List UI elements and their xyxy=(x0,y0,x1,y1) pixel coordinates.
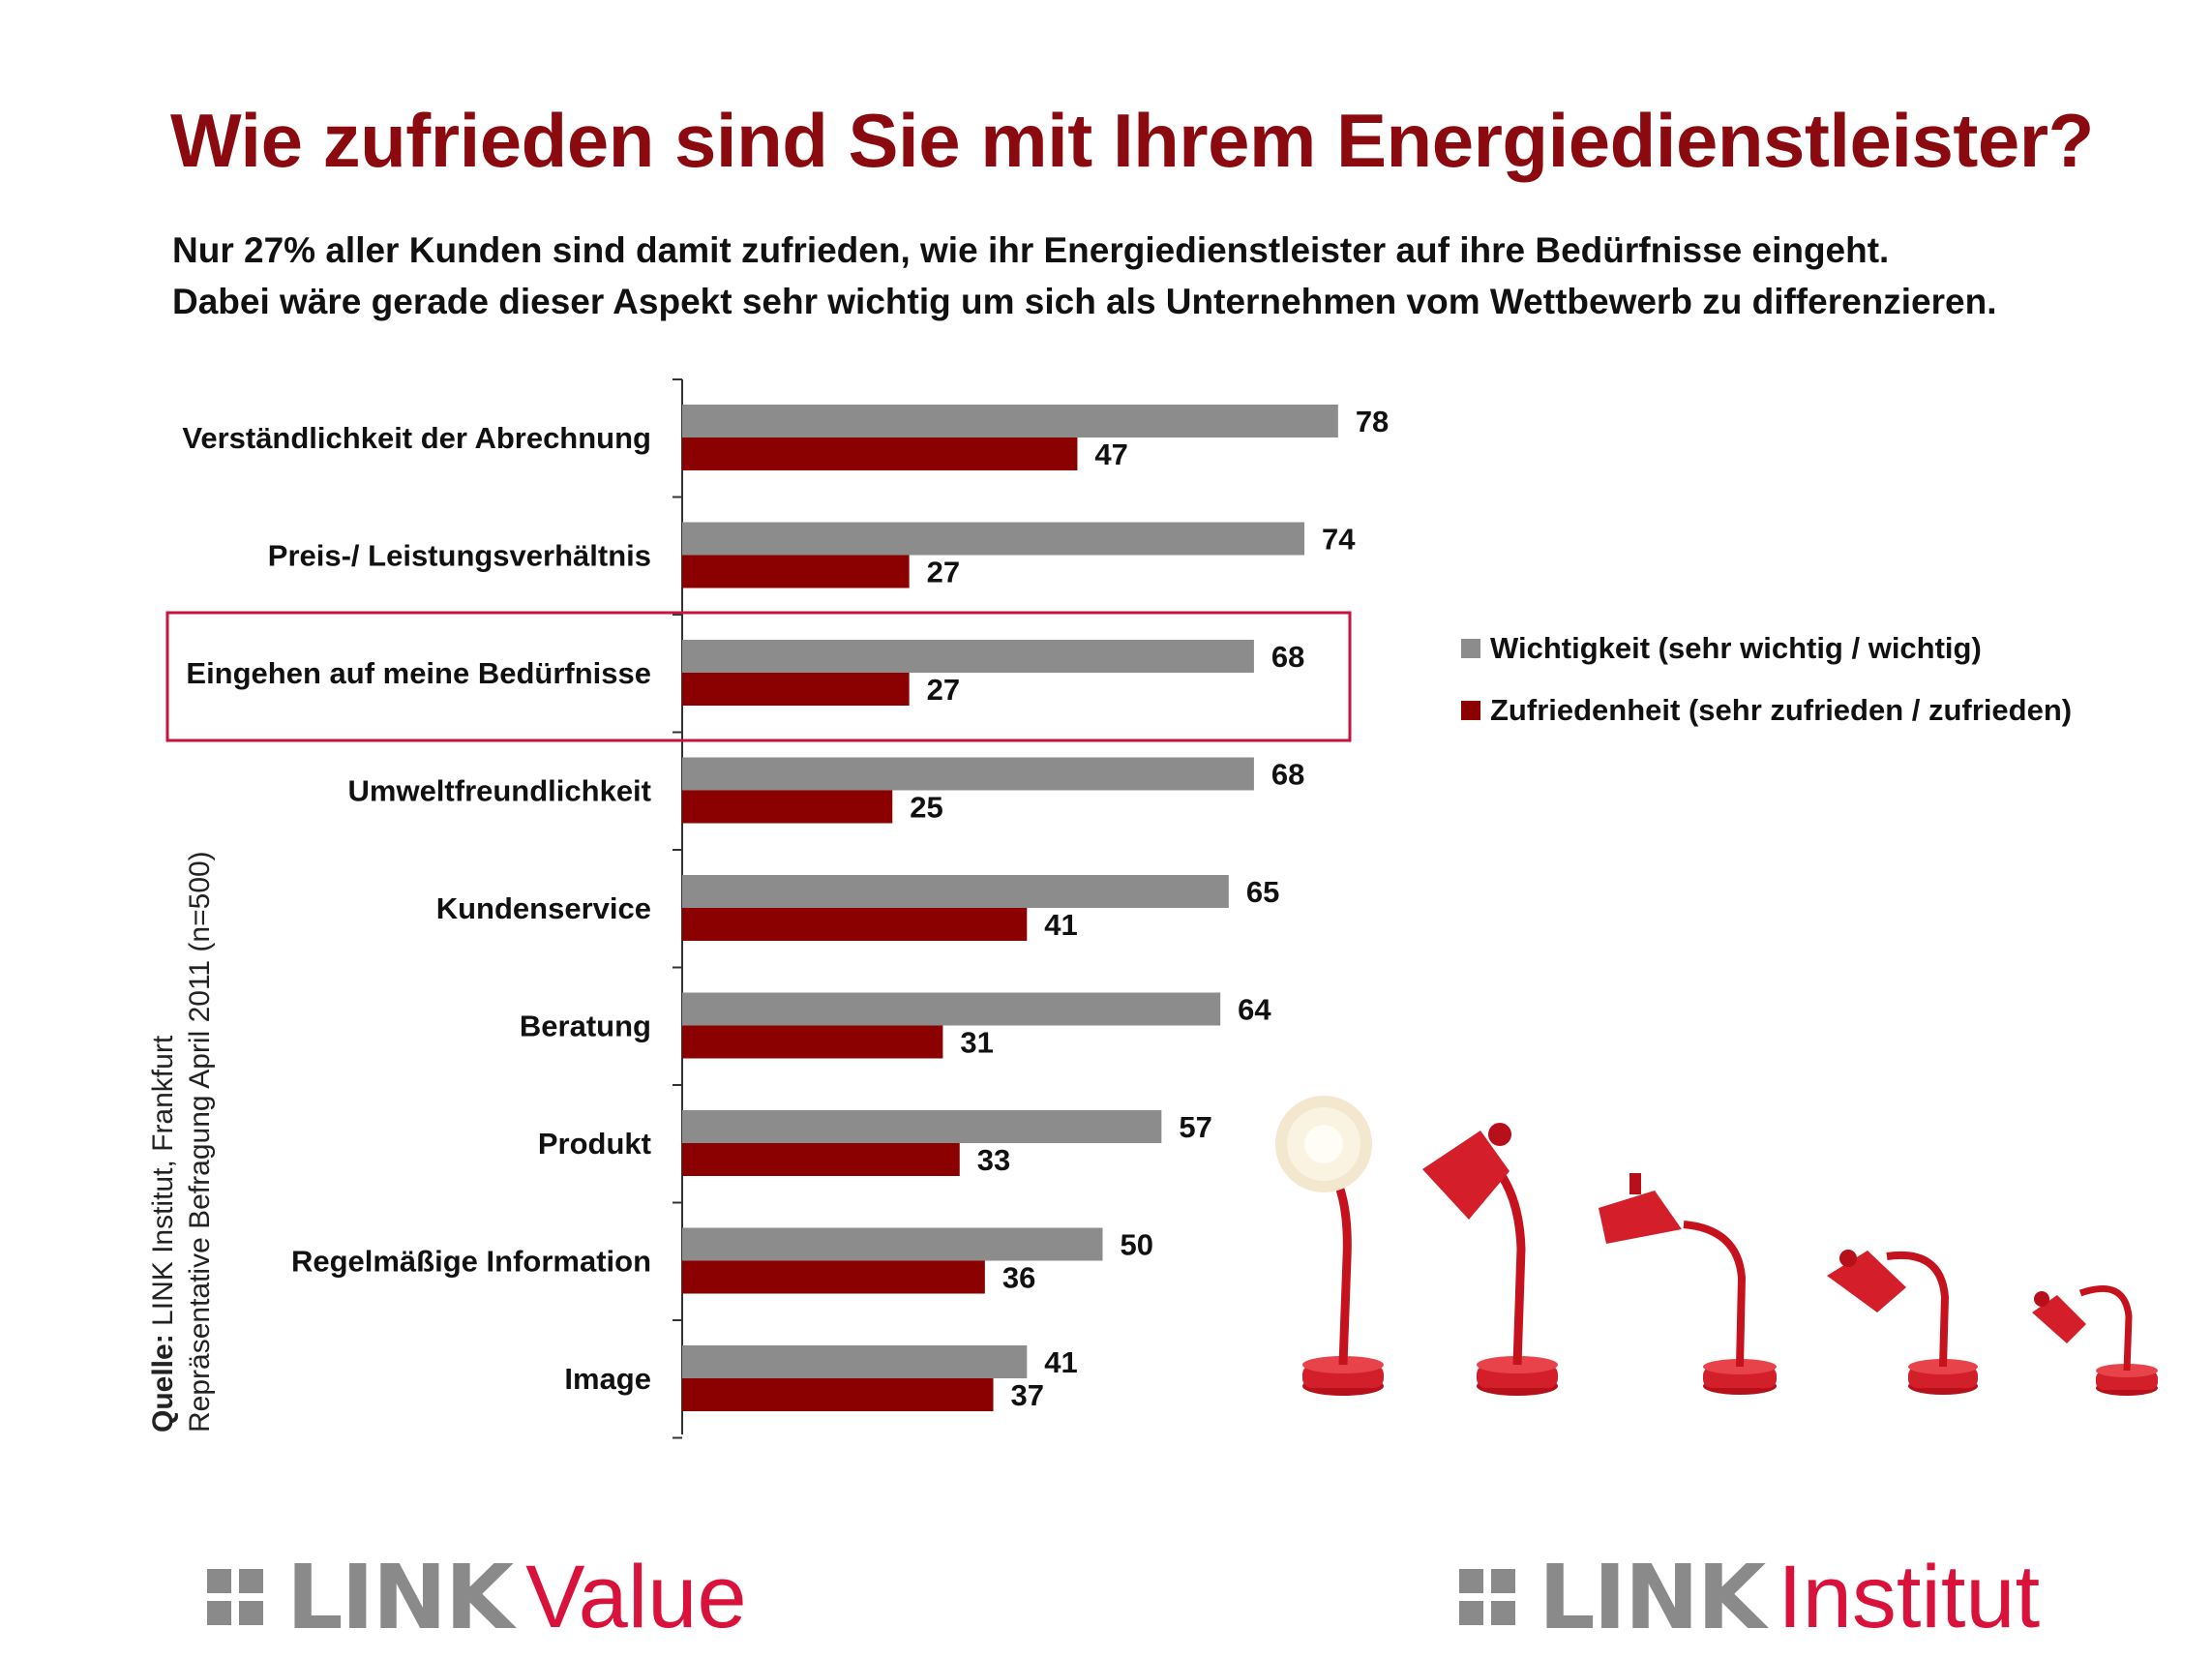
category-label: Produkt xyxy=(538,1127,651,1161)
data-label: 31 xyxy=(960,1026,993,1060)
category-label: Preis-/ Leistungsverhältnis xyxy=(268,539,651,573)
link-value-logo: LINK Value xyxy=(199,1546,747,1649)
bar-importance xyxy=(682,875,1229,908)
legend-label-satisfaction: Zufriedenheit (sehr zufrieden / zufriede… xyxy=(1490,693,2073,727)
data-label: 37 xyxy=(1011,1378,1044,1412)
bar-importance xyxy=(682,1227,1103,1261)
lamp-2-icon xyxy=(1422,1123,1558,1396)
bar-importance xyxy=(682,405,1338,437)
data-label: 41 xyxy=(1044,1345,1077,1379)
logo-product-left: Value xyxy=(525,1547,747,1646)
bar-satisfaction xyxy=(682,790,893,824)
subtitle-line-2: Dabei wäre gerade dieser Aspekt sehr wic… xyxy=(172,282,1997,321)
lamp-4-icon xyxy=(1827,1250,1978,1395)
bar-satisfaction xyxy=(682,673,910,706)
legend-item-satisfaction: Zufriedenheit (sehr zufrieden / zufriede… xyxy=(1461,679,2072,741)
data-label: 47 xyxy=(1094,437,1127,471)
data-label: 33 xyxy=(977,1143,1010,1177)
bar-importance xyxy=(682,992,1221,1026)
category-label: Eingehen auf meine Bedürfnisse xyxy=(186,656,651,690)
link-cross-icon xyxy=(1451,1561,1523,1633)
bar-importance xyxy=(682,522,1305,556)
legend-label-importance: Wichtigkeit (sehr wichtig / wichtig) xyxy=(1490,631,1982,665)
data-label: 74 xyxy=(1322,523,1356,557)
logo-brand-left: LINK xyxy=(286,1545,514,1649)
data-label: 27 xyxy=(927,673,960,707)
data-label: 65 xyxy=(1246,875,1279,909)
data-label: 68 xyxy=(1271,758,1304,792)
category-label: Verständlichkeit der Abrechnung xyxy=(182,421,651,455)
category-label: Image xyxy=(564,1362,651,1396)
chart-legend: Wichtigkeit (sehr wichtig / wichtig) Zuf… xyxy=(1461,618,2072,741)
logo-product-right: Institut xyxy=(1778,1547,2041,1646)
bar-importance xyxy=(682,1110,1162,1143)
data-label: 36 xyxy=(1002,1261,1035,1295)
data-label: 57 xyxy=(1179,1110,1211,1144)
subtitle-line-1: Nur 27% aller Kunden sind damit zufriede… xyxy=(172,230,1890,270)
bar-importance xyxy=(682,757,1254,791)
logo-brand-right: LINK xyxy=(1539,1545,1766,1649)
page-title: Wie zufrieden sind Sie mit Ihrem Energie… xyxy=(170,98,2094,183)
bar-satisfaction xyxy=(682,1260,985,1294)
data-label: 41 xyxy=(1044,908,1077,942)
data-label: 27 xyxy=(927,556,960,589)
data-label: 64 xyxy=(1238,993,1271,1027)
lamp-1-icon xyxy=(1275,1096,1384,1396)
bar-satisfaction xyxy=(682,437,1078,470)
category-label: Kundenservice xyxy=(436,891,651,925)
data-label: 50 xyxy=(1121,1228,1153,1262)
page-subtitle: Nur 27% aller Kunden sind damit zufriede… xyxy=(172,225,1996,327)
category-label: Regelmäßige Information xyxy=(291,1245,651,1279)
legend-swatch-satisfaction xyxy=(1461,701,1480,720)
data-label: 68 xyxy=(1271,640,1304,674)
source-line-2: Repräsentative Befragung April 2011 (n=5… xyxy=(184,851,216,1433)
category-label: Beratung xyxy=(520,1010,651,1043)
bar-satisfaction xyxy=(682,1025,943,1059)
category-label: Umweltfreundlichkeit xyxy=(348,774,652,808)
highlight-box xyxy=(165,611,1352,742)
source-note: Quelle: LINK Institut, Frankfurt Repräse… xyxy=(145,832,219,1433)
bar-satisfaction xyxy=(682,1378,994,1411)
lamp-3-icon xyxy=(1599,1173,1777,1395)
legend-item-importance: Wichtigkeit (sehr wichtig / wichtig) xyxy=(1461,618,2072,679)
data-label: 25 xyxy=(910,791,942,825)
bar-satisfaction xyxy=(682,908,1028,941)
bar-importance xyxy=(682,640,1254,673)
lamps-illustration xyxy=(1275,1096,2158,1396)
bar-importance xyxy=(682,1345,1028,1378)
legend-swatch-importance xyxy=(1461,639,1480,658)
source-line-1: LINK Institut, Frankfurt xyxy=(147,1035,179,1326)
source-label: Quelle: xyxy=(147,1334,179,1433)
bar-satisfaction xyxy=(682,1143,960,1176)
link-cross-icon xyxy=(199,1561,271,1633)
data-label: 78 xyxy=(1356,405,1389,438)
bar-satisfaction xyxy=(682,555,910,588)
link-institut-logo: LINK Institut xyxy=(1451,1546,2040,1649)
lamp-5-icon xyxy=(2032,1285,2158,1396)
